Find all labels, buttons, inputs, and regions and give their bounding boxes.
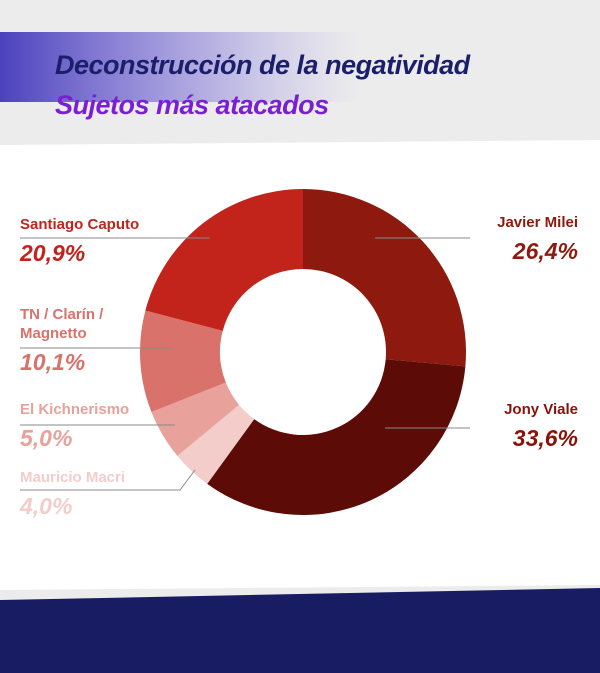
category-label: Javier Milei — [497, 214, 578, 231]
category-label: Santiago Caputo — [20, 216, 140, 233]
category-label: El Kichnerismo — [20, 401, 130, 418]
card — [0, 140, 600, 590]
donut-slice — [303, 189, 466, 367]
donut-slice — [177, 404, 255, 484]
value-label: 33,6% — [512, 425, 578, 451]
slice-label: TN / Clarín / Magnetto 10,1% — [20, 305, 140, 376]
slice-label: Mauricio Macri 4,0% — [20, 468, 170, 520]
value-label: 4,0% — [20, 493, 73, 519]
donut-slice — [207, 359, 466, 515]
slice-label: Santiago Caputo 20,9% — [20, 215, 170, 267]
brush — [0, 32, 360, 102]
value-label: 5,0% — [20, 425, 73, 451]
slice-label: Jony Viale 33,6% — [428, 400, 578, 452]
category-label: Mauricio Macri — [20, 469, 126, 486]
category-label: Jony Viale — [504, 401, 578, 418]
value-label: 10,1% — [20, 349, 86, 375]
chart-subtitle: Sujetos más atacados — [55, 90, 329, 120]
category-label: TN / Clarín / Magnetto — [20, 306, 104, 342]
slice-label: El Kichnerismo 5,0% — [20, 400, 170, 452]
donut-slice — [139, 310, 226, 413]
leader — [20, 469, 196, 491]
value-label: 20,9% — [20, 240, 86, 266]
slice-label: Javier Milei 26,4% — [428, 213, 578, 265]
donut-slice — [151, 382, 240, 456]
leader-lines — [20, 237, 470, 491]
chart-title: Deconstrucción de la negatividad — [55, 50, 470, 80]
footer-band — [0, 588, 600, 673]
value-label: 26,4% — [512, 238, 578, 264]
donut-slice — [145, 189, 303, 331]
